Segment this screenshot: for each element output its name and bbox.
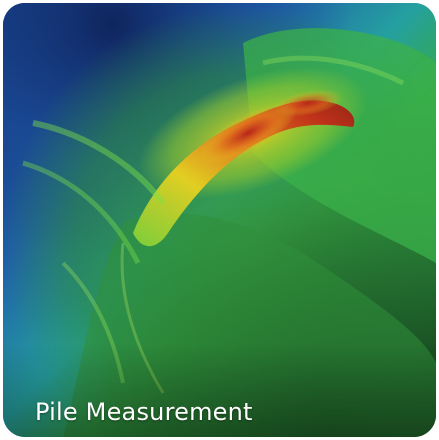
pile-heatmap-image — [3, 3, 436, 437]
card-title: Pile Measurement — [35, 398, 253, 426]
pile-measurement-card[interactable]: Pile Measurement — [3, 3, 436, 437]
